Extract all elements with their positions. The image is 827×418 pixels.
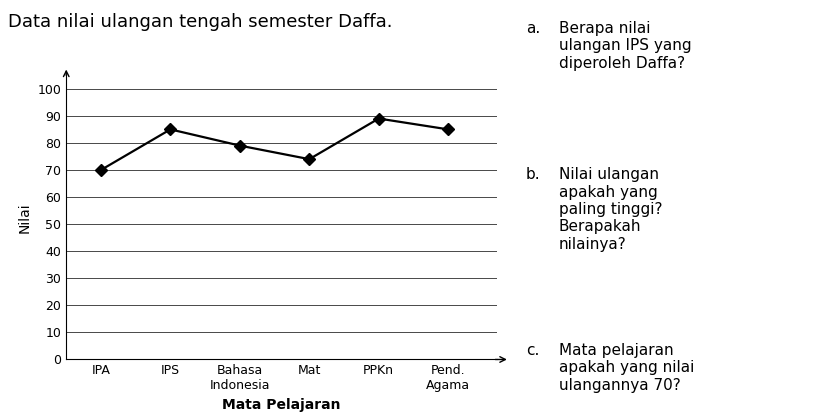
Text: b.: b.: [525, 167, 540, 182]
Text: Mata pelajaran
apakah yang nilai
ulangannya 70?: Mata pelajaran apakah yang nilai ulangan…: [558, 343, 693, 393]
Text: Berapa nilai
ulangan IPS yang
diperoleh Daffa?: Berapa nilai ulangan IPS yang diperoleh …: [558, 21, 691, 71]
Y-axis label: Nilai: Nilai: [18, 202, 32, 233]
X-axis label: Mata Pelajaran: Mata Pelajaran: [222, 398, 341, 412]
Text: a.: a.: [525, 21, 539, 36]
Text: Nilai ulangan
apakah yang
paling tinggi?
Berapakah
nilainya?: Nilai ulangan apakah yang paling tinggi?…: [558, 167, 662, 252]
Text: c.: c.: [525, 343, 538, 358]
Text: Data nilai ulangan tengah semester Daffa.: Data nilai ulangan tengah semester Daffa…: [8, 13, 392, 31]
